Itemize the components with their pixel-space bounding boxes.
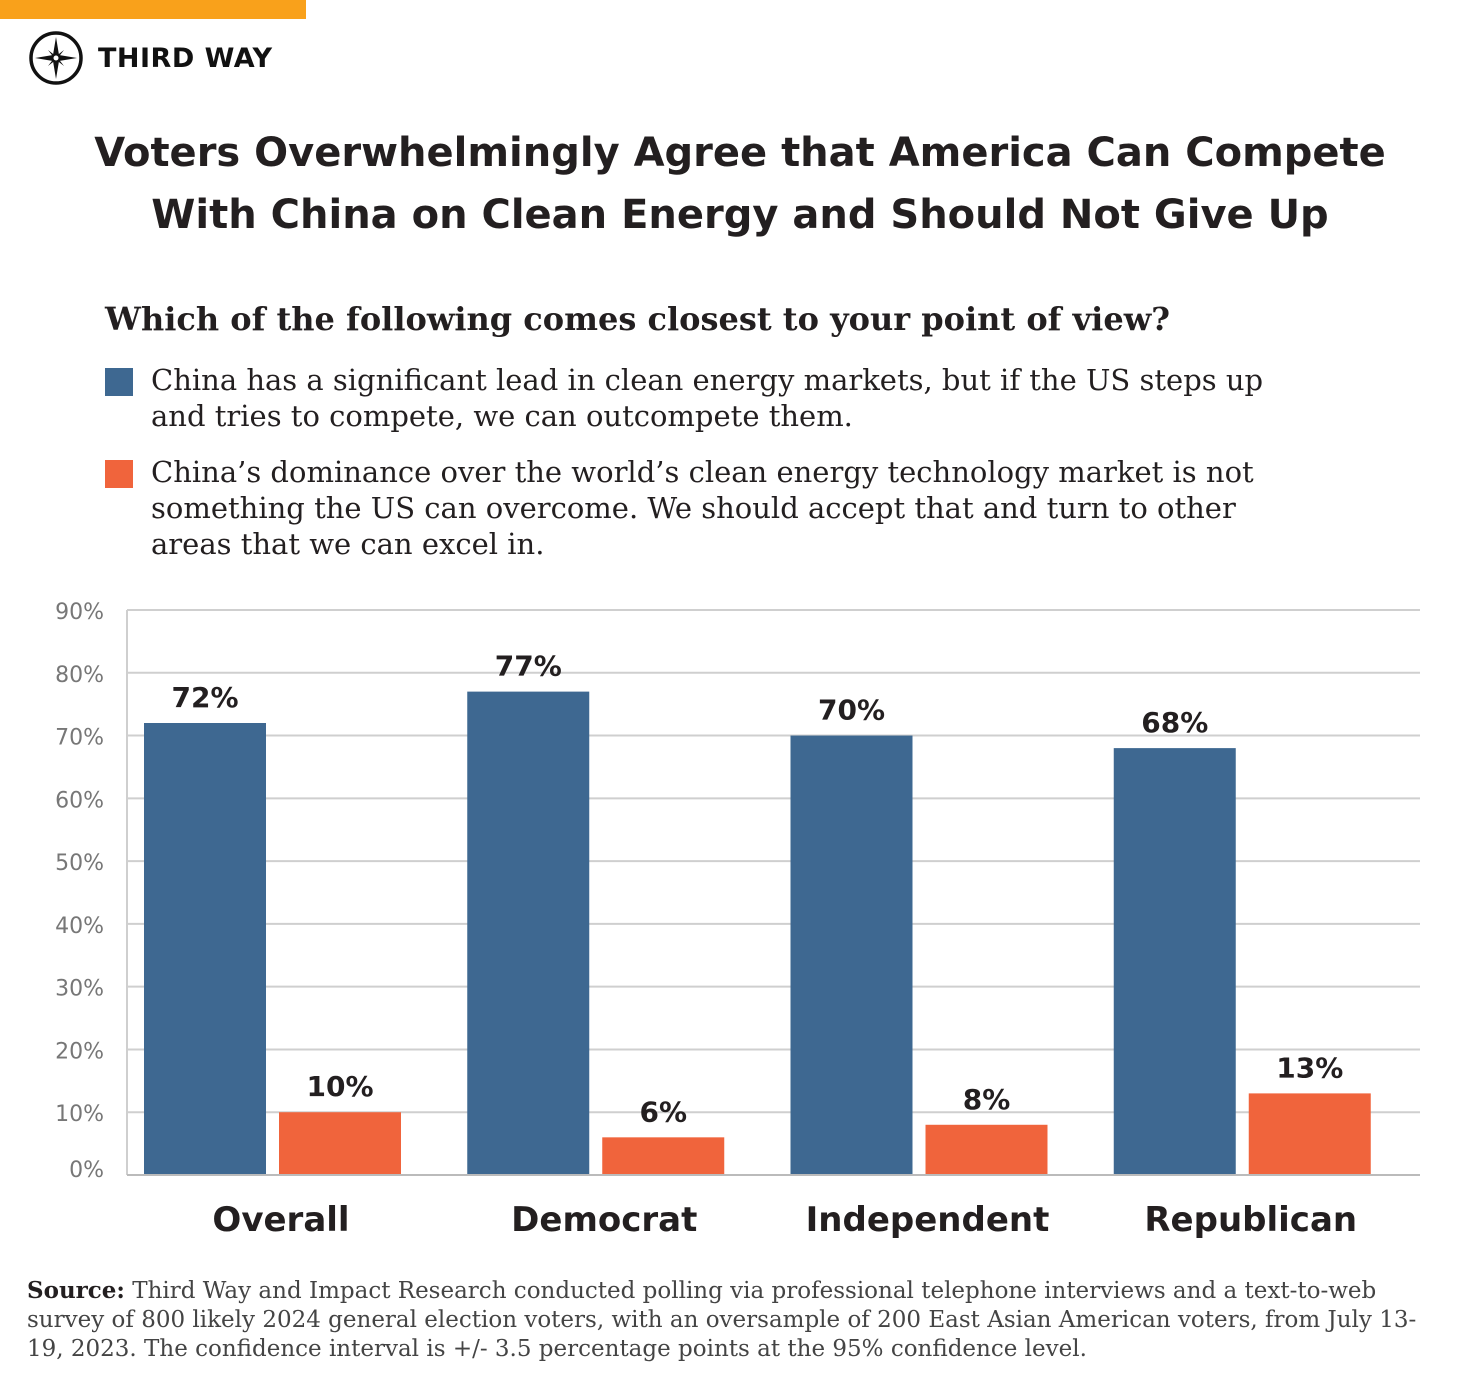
y-tick-label: 80% (55, 663, 104, 688)
bar-independent-series2 (925, 1124, 1048, 1175)
y-tick-label: 70% (55, 726, 104, 751)
legend-swatch-orange (105, 460, 133, 488)
y-tick-label: 20% (55, 1039, 104, 1064)
data-label: 6% (639, 1095, 687, 1128)
bar-democrat-series1 (467, 691, 590, 1175)
x-category-label: Independent (806, 1200, 1050, 1240)
accent-bar (0, 0, 306, 19)
bar-republican-series1 (1113, 748, 1236, 1175)
data-label: 77% (495, 650, 562, 683)
compass-icon (29, 31, 83, 85)
title-line: Voters Overwhelmingly Agree that America… (94, 130, 1386, 176)
third-way-logo: THIRD WAY (28, 30, 273, 86)
y-tick-label: 40% (55, 914, 104, 939)
x-category-label: Republican (1144, 1200, 1357, 1240)
legend-label: China’s dominance over the world’s clean… (151, 455, 1254, 561)
bar-chart: 0% 10% 20% 30% 40% 50% 60% 70% 80% 90% 72% 10% Overa… (55, 600, 1420, 1240)
title-line: With China on Clean Energy and Should No… (151, 192, 1329, 238)
y-tick-label: 60% (55, 788, 104, 813)
legend-item-accept: China’s dominance over the world’s clean… (105, 454, 1305, 562)
bar-republican-series2 (1248, 1093, 1371, 1175)
x-category-label: Overall (212, 1200, 349, 1240)
data-label: 10% (306, 1070, 373, 1103)
bar-overall-series2 (279, 1112, 401, 1175)
bar-overall-series1 (144, 723, 266, 1175)
survey-question: Which of the following comes closest to … (105, 300, 1170, 338)
source-text: Third Way and Impact Research conducted … (27, 1278, 1417, 1362)
brand-name: THIRD WAY (98, 42, 273, 74)
data-label: 72% (171, 681, 238, 714)
data-label: 8% (963, 1083, 1011, 1116)
x-category-label: Democrat (511, 1200, 697, 1240)
bar-independent-series1 (790, 735, 913, 1175)
y-tick-label: 0% (69, 1158, 104, 1183)
data-label: 70% (818, 694, 885, 727)
data-label: 68% (1141, 706, 1208, 739)
data-label: 13% (1276, 1051, 1343, 1084)
y-tick-label: 30% (55, 977, 104, 1002)
source-note: Source: Third Way and Impact Research co… (27, 1276, 1447, 1364)
legend-label: China has a significant lead in clean en… (151, 363, 1264, 433)
y-tick-label: 90% (55, 600, 104, 625)
y-tick-label: 50% (55, 851, 104, 876)
legend-item-compete: China has a significant lead in clean en… (105, 362, 1305, 434)
source-label: Source: (27, 1277, 125, 1304)
bar-democrat-series2 (602, 1137, 725, 1175)
legend-swatch-blue (105, 368, 133, 396)
y-tick-label: 10% (55, 1102, 104, 1127)
chart-title: Voters Overwhelmingly Agree that America… (0, 122, 1480, 246)
